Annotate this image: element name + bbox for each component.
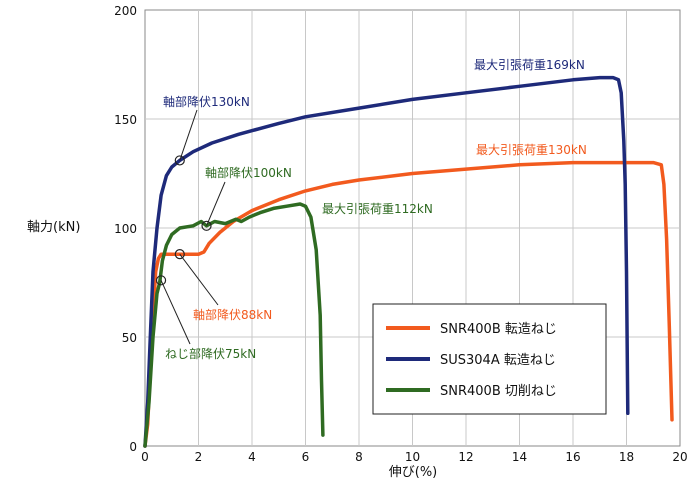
series-line-2	[143, 202, 325, 448]
annotation-leader	[160, 280, 191, 345]
x-tick-label: 20	[672, 450, 687, 464]
annotations: 軸部降伏130kN 軸部降伏100kN 最大引張荷重112kN 最大引張荷重169kN…	[155, 58, 587, 361]
x-tick-label: 2	[195, 450, 203, 464]
x-tick-label: 16	[565, 450, 580, 464]
x-tick-label: 18	[619, 450, 634, 464]
series-line-1	[143, 75, 630, 448]
y-tick-label: 0	[129, 440, 137, 454]
annotation-marker	[155, 275, 167, 286]
series-lines	[143, 75, 674, 448]
x-axis-label: 伸び(%)	[389, 465, 438, 480]
x-tick-label: 14	[512, 450, 527, 464]
legend-label: SNR400B 転造ねじ	[440, 322, 557, 337]
y-axis-label: 軸力(kN)	[27, 220, 80, 235]
annotation-label: 軸部降伏100kN	[205, 165, 292, 180]
annotation-label: 最大引張荷重169kN	[474, 58, 585, 72]
legend-label: SNR400B 切削ねじ	[440, 384, 557, 399]
annotation-marker	[201, 220, 212, 231]
y-tick-label: 150	[114, 113, 137, 127]
x-tick-label: 4	[248, 450, 256, 464]
annotation-label: 軸部降伏130kN	[163, 94, 250, 109]
x-tick-label: 10	[405, 450, 420, 464]
annotation-leader	[206, 181, 226, 227]
annotation-label: ねじ部降伏75kN	[165, 346, 256, 361]
annotation-marker	[174, 249, 185, 260]
annotation-leader	[179, 109, 198, 161]
annotation-marker	[174, 155, 185, 166]
y-tick-label: 50	[122, 331, 137, 345]
y-tick-label: 100	[114, 222, 137, 236]
x-tick-label: 8	[355, 450, 363, 464]
y-tick-label: 200	[114, 4, 137, 18]
annotation-leader	[179, 253, 219, 306]
legend: SNR400B 転造ねじ SUS304A 転造ねじ SNR400B 切削ねじ	[372, 303, 607, 415]
annotation-label: 最大引張荷重130kN	[476, 143, 587, 157]
annotation-label: 軸部降伏88kN	[193, 307, 272, 322]
legend-label: SUS304A 転造ねじ	[440, 353, 556, 368]
annotation-label: 最大引張荷重112kN	[322, 202, 433, 216]
x-tick-label: 6	[302, 450, 310, 464]
x-tick-label: 12	[458, 450, 473, 464]
x-tick-label: 0	[141, 450, 149, 464]
series-line-0	[143, 160, 674, 448]
